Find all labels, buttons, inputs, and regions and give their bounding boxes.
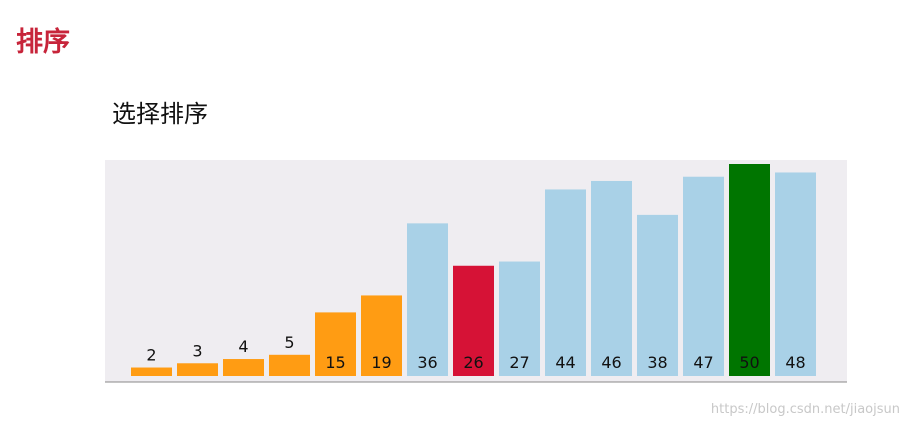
bar-label: 4: [238, 337, 248, 356]
bar-label: 50: [739, 353, 759, 372]
bar: [407, 223, 448, 376]
bar: [223, 359, 264, 376]
bar-label: 36: [417, 353, 437, 372]
bar: [637, 214, 678, 376]
bar: [683, 176, 724, 376]
bar: [775, 172, 816, 376]
bar: [545, 189, 586, 376]
bar: [499, 261, 540, 376]
bar-label: 48: [785, 353, 805, 372]
chart-title: 选择排序: [112, 100, 208, 128]
bar: [453, 265, 494, 376]
bar: [131, 367, 172, 376]
bar-label: 2: [146, 346, 156, 365]
bar-label: 19: [371, 353, 391, 372]
bar-label: 38: [647, 353, 667, 372]
bar-label: 46: [601, 353, 621, 372]
bar: [177, 363, 218, 376]
watermark: https://blog.csdn.net/jiaojsun: [710, 402, 900, 417]
bar: [315, 312, 356, 376]
bar-label: 44: [555, 353, 575, 372]
bar-label: 3: [192, 341, 202, 360]
bar-label: 27: [509, 353, 529, 372]
page-title: 排序: [16, 27, 70, 58]
bar-label: 26: [463, 353, 483, 372]
bar-label: 15: [325, 353, 345, 372]
bar: [269, 354, 310, 376]
bar: [591, 180, 632, 376]
bar-label: 5: [284, 333, 294, 352]
bar: [361, 295, 402, 376]
bar: [729, 164, 770, 376]
bar-label: 47: [693, 353, 713, 372]
